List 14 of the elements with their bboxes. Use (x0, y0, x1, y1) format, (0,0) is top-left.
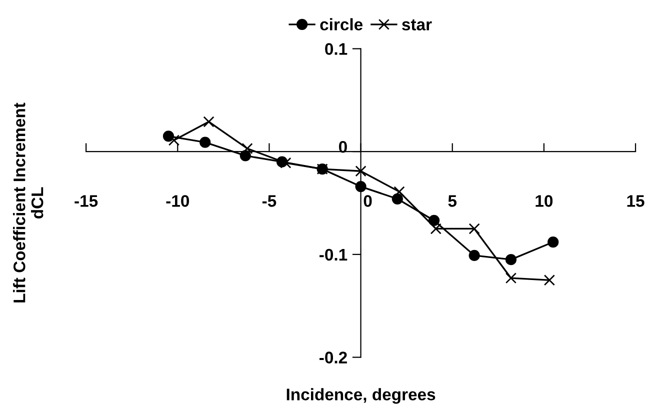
x-tick-label: -5 (262, 195, 276, 207)
y-tick-label: -0.1 (320, 248, 348, 261)
x-tick-label: 0 (364, 195, 372, 207)
x-tick-label: 10 (536, 195, 553, 207)
x-tick-label: -10 (166, 195, 189, 207)
y-tick-label: 0.1 (325, 43, 348, 55)
x-tick-label: -15 (74, 195, 98, 207)
x-axis-title: Incidence, degrees (286, 388, 436, 404)
y-axis-title: Lift Coefficient Increment dCL (13, 102, 44, 302)
x-tick-label: 15 (627, 195, 644, 207)
legend-label: star (402, 19, 432, 30)
y-tick-label: -0.2 (320, 352, 347, 364)
legend-label: circle (320, 18, 363, 30)
x-tick-label: 5 (448, 195, 457, 207)
